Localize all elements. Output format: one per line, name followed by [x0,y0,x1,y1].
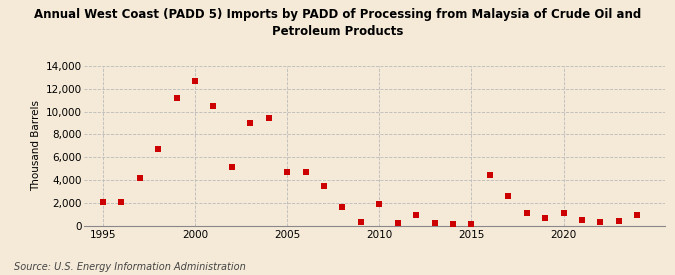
Point [595,220,605,224]
Point [576,218,587,222]
Point [134,175,145,180]
Point [190,79,200,83]
Point [263,116,274,121]
Point [614,219,624,223]
Point [503,194,514,198]
Point [558,211,569,215]
Text: Annual West Coast (PADD 5) Imports by PADD of Processing from Malaysia of Crude : Annual West Coast (PADD 5) Imports by PA… [34,8,641,38]
Point [171,96,182,100]
Point [632,213,643,218]
Text: Source: U.S. Energy Information Administration: Source: U.S. Energy Information Administ… [14,262,245,272]
Point [466,222,477,227]
Point [485,173,495,178]
Point [319,183,329,188]
Point [374,202,385,206]
Point [245,121,256,125]
Point [429,221,440,226]
Point [153,147,163,151]
Point [356,220,367,224]
Point [281,170,292,174]
Point [337,205,348,210]
Point [116,199,127,204]
Point [208,104,219,108]
Y-axis label: Thousand Barrels: Thousand Barrels [31,100,41,191]
Point [448,222,458,227]
Point [226,165,237,170]
Point [97,199,108,204]
Point [410,213,421,218]
Point [540,215,551,220]
Point [521,211,532,215]
Point [300,170,311,174]
Point [392,221,403,226]
